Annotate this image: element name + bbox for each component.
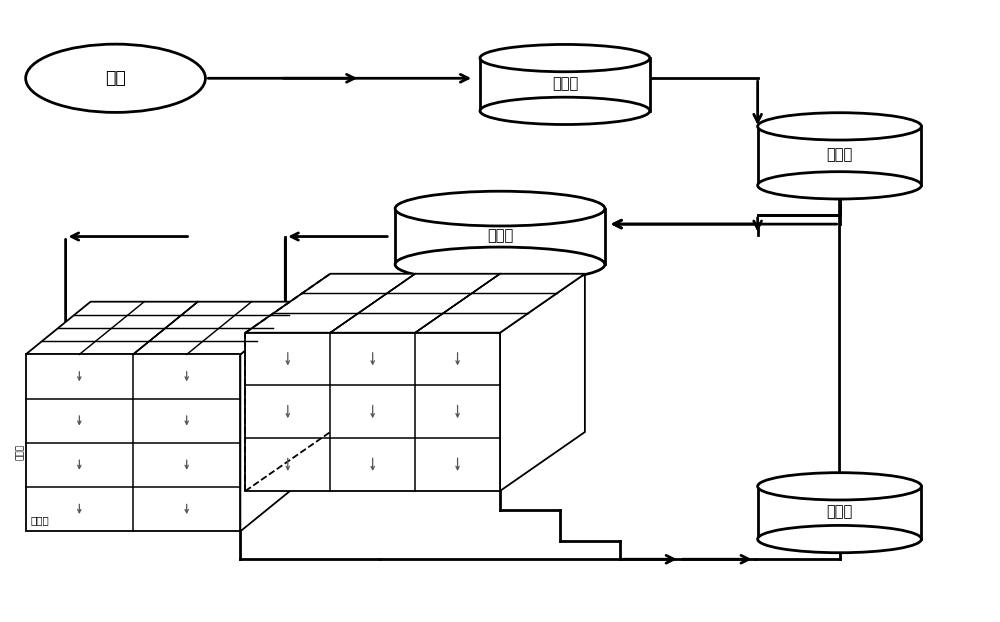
FancyBboxPatch shape (480, 58, 650, 111)
Text: 沙滤池: 沙滤池 (552, 76, 578, 91)
Ellipse shape (758, 526, 921, 553)
Ellipse shape (758, 473, 921, 500)
FancyBboxPatch shape (758, 126, 921, 185)
Text: 海水: 海水 (105, 69, 126, 87)
Polygon shape (245, 274, 585, 333)
Polygon shape (26, 302, 305, 355)
Ellipse shape (395, 247, 605, 282)
Ellipse shape (480, 97, 650, 124)
Polygon shape (500, 274, 585, 491)
Text: 沙滤池: 沙滤池 (826, 504, 853, 519)
Text: 入水槽: 入水槽 (16, 443, 25, 460)
FancyBboxPatch shape (395, 208, 605, 264)
Polygon shape (26, 355, 240, 531)
Polygon shape (245, 333, 500, 491)
Ellipse shape (395, 191, 605, 226)
Ellipse shape (758, 172, 921, 199)
Ellipse shape (758, 113, 921, 140)
Ellipse shape (26, 44, 205, 113)
Text: 有苗池: 有苗池 (31, 515, 49, 525)
Polygon shape (240, 302, 305, 531)
FancyBboxPatch shape (758, 486, 921, 539)
Ellipse shape (480, 44, 650, 72)
Text: 降温池: 降温池 (826, 147, 853, 162)
Text: 蓄水池: 蓄水池 (487, 228, 513, 243)
